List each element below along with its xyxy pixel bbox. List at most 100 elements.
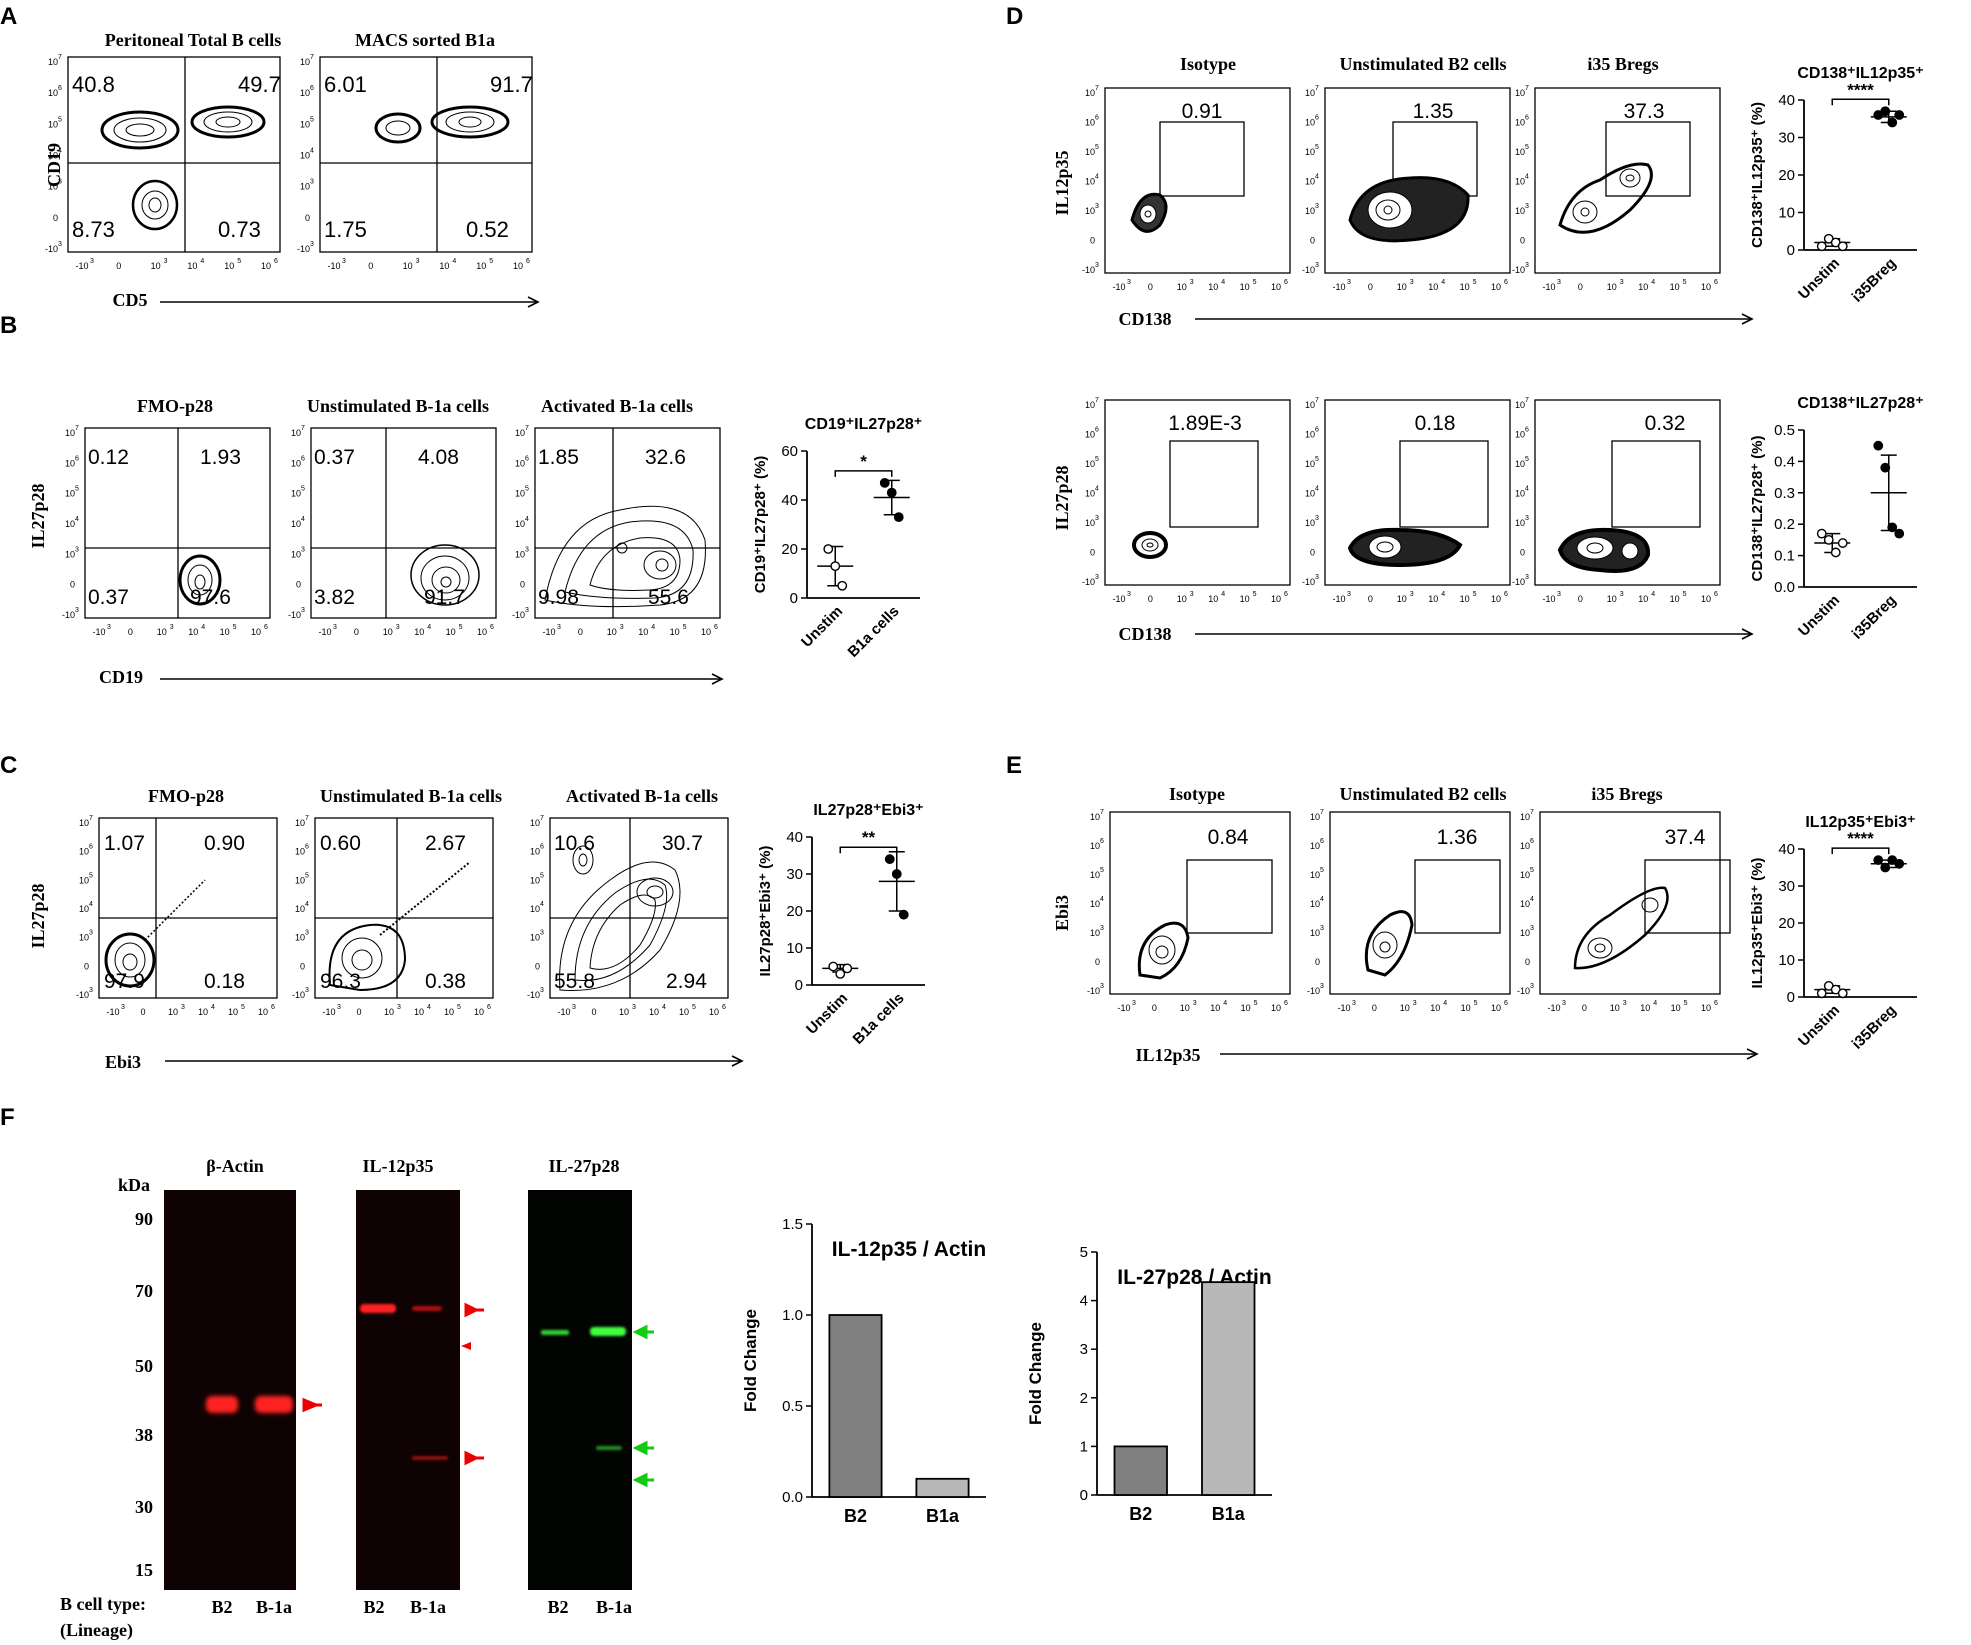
x-tick-exp: 4 <box>427 624 431 631</box>
quadrant-value: 10.6 <box>554 832 595 855</box>
y-tick-exp: 5 <box>1525 144 1529 151</box>
y-tick-base: 0 <box>53 213 58 223</box>
gate-value: 1.89E-3 <box>1168 412 1242 435</box>
y-axis-label: IL12p35⁺Ebi3⁺ (%) <box>1749 858 1766 989</box>
x-tick-base: -10 <box>1112 282 1125 292</box>
significance-bracket <box>834 470 893 477</box>
x-tick-label: 10 3 <box>151 258 168 271</box>
x-tick-base: 0 <box>1578 282 1583 292</box>
y-tick-exp: 7 <box>1320 809 1324 816</box>
y-tick-label: 10 5 <box>300 116 314 129</box>
y-tick-base: 10 <box>1310 812 1320 822</box>
y-tick-base: -10 <box>45 244 58 254</box>
x-tick-exp: 6 <box>1284 591 1288 598</box>
x-tick-label: 10 3 <box>384 1004 401 1017</box>
arrowhead <box>1741 628 1754 640</box>
y-tick-label: 20 <box>1778 167 1795 184</box>
quadrant-value: 0.37 <box>314 446 355 469</box>
y-tick-base: 10 <box>1085 118 1095 128</box>
y-tick-label: 0 <box>1095 957 1100 967</box>
y-tick-exp: 3 <box>301 546 305 553</box>
y-tick-label: 10 6 <box>1090 838 1104 851</box>
y-tick-exp: 4 <box>1095 486 1099 493</box>
y-tick-label: 0.3 <box>1774 485 1795 502</box>
x-tick-exp: 3 <box>1347 591 1351 598</box>
x-tick-label: 10 3 <box>1607 591 1624 604</box>
plot-title: Peritoneal Total B cells <box>105 30 281 50</box>
y-tick-base: 10 <box>1305 459 1315 469</box>
y-tick-base: 0 <box>535 961 540 971</box>
y-tick-label: 0 <box>296 580 301 590</box>
x-tick-label: 0 <box>578 627 583 637</box>
y-tick-label: -10 3 <box>62 607 79 620</box>
x-tick-base: -10 <box>1542 594 1555 604</box>
y-tick-base: 0 <box>84 961 89 971</box>
x-tick-label: 10 5 <box>1240 279 1257 292</box>
x-tick-label: 0 <box>1578 594 1583 604</box>
y-tick-base: 10 <box>1085 430 1095 440</box>
panel-d: Isotype Unstimulated B2 cells i35 Bregs … <box>1052 54 1754 644</box>
plot-title: Activated B-1a cells <box>541 396 693 416</box>
y-tick-exp: 3 <box>540 930 544 937</box>
y-tick-exp: 4 <box>1315 486 1319 493</box>
x-tick-base: 10 <box>1491 1003 1501 1013</box>
y-tick-label: 10 6 <box>515 455 529 468</box>
y-tick-base: 10 <box>1090 928 1100 938</box>
y-tick-label: 0.4 <box>1774 453 1795 470</box>
x-tick-label: 0 <box>128 627 133 637</box>
data-point <box>1816 988 1827 999</box>
y-tick-label: 30 <box>786 866 803 883</box>
y-tick-base: 0 <box>300 961 305 971</box>
x-tick-exp: 5 <box>1253 591 1257 598</box>
y-tick-base: 10 <box>1515 147 1525 157</box>
y-tick-base: 10 <box>48 151 58 161</box>
y-tick-label: 10 5 <box>79 872 93 885</box>
y-tick-label: 0.0 <box>782 1489 803 1506</box>
x-tick-exp: 3 <box>1557 591 1561 598</box>
y-tick-base: 10 <box>1305 206 1315 216</box>
flow-plot-frame <box>1109 811 1291 995</box>
y-tick-exp: 4 <box>1315 174 1319 181</box>
x-tick-base: 10 <box>1701 1003 1711 1013</box>
y-tick-base: 10 <box>515 549 525 559</box>
x-tick-label: 10 6 <box>1271 279 1288 292</box>
y-tick-label: 0 <box>1310 548 1315 558</box>
x-tick-base: 10 <box>1607 594 1617 604</box>
x-tick-base: 0 <box>1582 1003 1587 1013</box>
x-tick-exp: 5 <box>489 258 493 265</box>
y-tick-exp: 6 <box>525 455 529 462</box>
y-tick-label: 10 6 <box>79 844 93 857</box>
x-tick-exp: 5 <box>1253 279 1257 286</box>
blot-title: IL-12p35 <box>362 1156 433 1176</box>
x-tick-label: Unstim <box>803 990 851 1038</box>
y-tick-base: 10 <box>65 458 75 468</box>
y-tick-label: 10 3 <box>1520 925 1534 938</box>
y-tick-base: -10 <box>292 990 305 1000</box>
y-axis-label: Fold Change <box>741 1309 760 1412</box>
mw-marker: 38 <box>135 1425 153 1445</box>
x-tick-base: 10 <box>261 261 271 271</box>
y-tick-base: 10 <box>1305 177 1315 187</box>
y-tick-base: 10 <box>1520 899 1530 909</box>
data-point <box>1837 538 1848 548</box>
x-tick-exp: 3 <box>1410 591 1414 598</box>
x-tick-base: 10 <box>414 1007 424 1017</box>
y-tick-label: 10 7 <box>1305 397 1319 410</box>
y-tick-base: 10 <box>1520 870 1530 880</box>
y-tick-label: 10 4 <box>1305 486 1319 499</box>
x-axis-label: CD138 <box>1119 309 1172 329</box>
y-tick-exp: 3 <box>1315 515 1319 522</box>
y-tick-label: 10 3 <box>530 930 544 943</box>
y-tick-base: -10 <box>1087 986 1100 996</box>
x-tick-label: -10 3 <box>1547 1000 1566 1013</box>
flow-plot-frame <box>1539 811 1721 995</box>
y-tick-exp: 3 <box>310 241 314 248</box>
x-tick-exp: 6 <box>722 1004 726 1011</box>
x-axis-label: CD138 <box>1119 624 1172 644</box>
y-tick-base: -10 <box>1302 577 1315 587</box>
y-tick-exp: 7 <box>58 54 62 61</box>
y-tick-label: -10 3 <box>1512 574 1529 587</box>
x-tick-exp: 3 <box>1623 1000 1627 1007</box>
y-tick-label: -10 3 <box>1082 262 1099 275</box>
